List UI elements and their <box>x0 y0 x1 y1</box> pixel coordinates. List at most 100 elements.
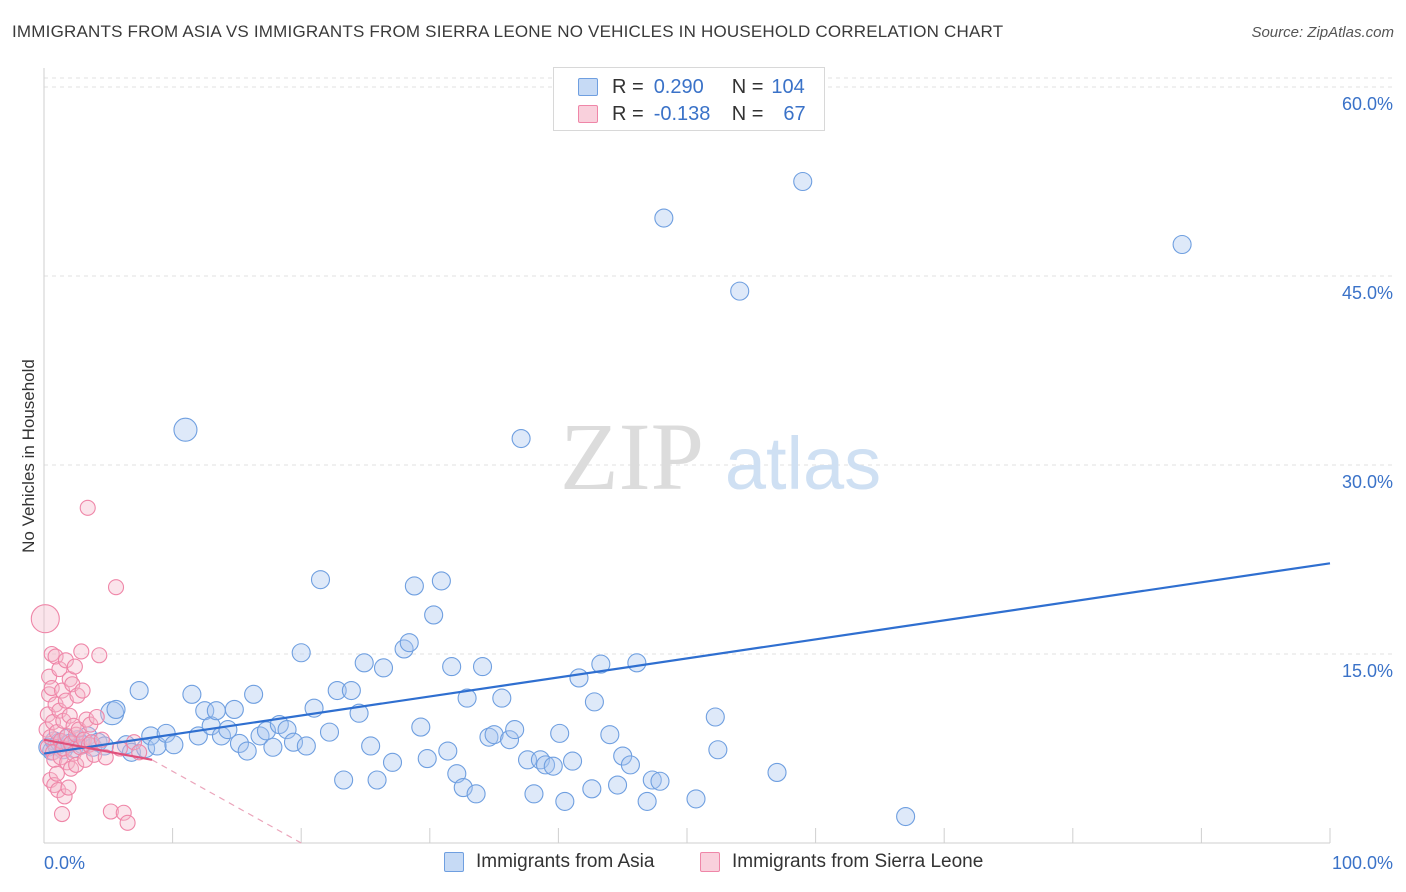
point-sierra-leone <box>77 751 94 768</box>
point-asia <box>600 725 620 745</box>
series-label-sierra-leone: Immigrants from Sierra Leone <box>732 851 984 872</box>
point-asia <box>341 680 361 701</box>
point-asia <box>182 684 202 704</box>
point-asia <box>349 703 369 723</box>
point-asia <box>382 752 403 772</box>
point-asia <box>505 720 525 740</box>
point-asia <box>373 658 394 678</box>
point-asia <box>327 680 347 701</box>
legend-swatch-asia <box>578 78 598 96</box>
point-asia <box>244 684 264 704</box>
trend-line-sierra-leone <box>43 738 153 761</box>
point-asia <box>492 688 512 708</box>
point-sierra-leone <box>43 679 60 697</box>
point-asia <box>310 570 331 590</box>
point-sierra-leone <box>52 749 69 766</box>
point-asia <box>582 779 602 799</box>
legend-n-value: 104 <box>771 75 805 98</box>
point-asia <box>472 657 493 677</box>
point-asia <box>543 756 563 776</box>
point-sierra-leone <box>55 712 72 729</box>
point-asia <box>411 717 431 737</box>
y-axis-label: No Vehicles in Household <box>19 359 38 553</box>
series-legend: Immigrants from Asia Immigrants from Sie… <box>0 851 1406 879</box>
point-asia <box>250 726 270 746</box>
point-asia <box>591 654 611 674</box>
point-asia <box>424 605 444 625</box>
point-asia <box>447 764 467 784</box>
legend-r-value: 0.290 <box>653 75 704 98</box>
point-sierra-leone <box>107 579 125 596</box>
y-tick-label: 15.0% <box>1342 661 1393 681</box>
point-sierra-leone <box>88 708 105 726</box>
point-sierra-leone <box>51 661 68 678</box>
source-label: Source: ZipAtlas.com <box>1251 24 1394 41</box>
series-swatch-asia <box>444 852 464 872</box>
correlation-legend: R = 0.290 N = 104 R = -0.138 N = 67 <box>553 67 825 131</box>
point-asia <box>277 720 297 740</box>
point-asia <box>637 791 657 811</box>
point-asia <box>705 707 725 727</box>
point-sierra-leone <box>56 788 73 805</box>
point-sierra-leone <box>97 749 114 766</box>
point-asia <box>479 727 499 747</box>
point-asia <box>106 699 126 719</box>
trend-line-sierra-leone-extension <box>151 759 302 844</box>
series-legend-asia: Immigrants from Asia <box>444 851 654 873</box>
point-asia <box>164 735 184 755</box>
point-sierra-leone <box>115 804 132 821</box>
point-asia <box>394 639 414 659</box>
legend-row-sierra-leone: R = -0.138 N = 67 <box>578 101 806 127</box>
point-asia <box>511 428 531 449</box>
point-sierra-leone <box>68 756 85 773</box>
point-sierra-leone <box>91 647 108 664</box>
series-label-asia: Immigrants from Asia <box>476 851 655 872</box>
trend-lines <box>43 562 1331 844</box>
legend-r-label: R = <box>612 102 644 125</box>
point-sierra-leone <box>53 805 71 823</box>
point-asia <box>334 770 354 790</box>
point-sierra-leone <box>74 682 91 699</box>
point-asia <box>173 417 198 442</box>
point-asia <box>654 208 674 228</box>
point-asia <box>296 736 316 756</box>
point-sierra-leone <box>60 779 77 796</box>
y-tick-label: 60.0% <box>1342 94 1393 114</box>
point-sierra-leone <box>30 604 60 634</box>
point-sierra-leone <box>61 707 78 724</box>
legend-row-asia: R = 0.290 N = 104 <box>578 74 805 100</box>
point-sierra-leone <box>66 658 83 675</box>
point-asia <box>686 789 706 809</box>
point-asia <box>367 770 387 790</box>
point-asia <box>399 633 419 653</box>
point-asia <box>793 171 813 192</box>
point-asia <box>642 770 662 790</box>
point-asia <box>354 653 374 673</box>
point-sierra-leone <box>102 803 119 820</box>
point-asia <box>608 775 628 795</box>
point-sierra-leone <box>73 643 90 660</box>
point-asia <box>708 740 728 760</box>
point-sierra-leone <box>48 765 65 782</box>
point-asia <box>555 791 575 811</box>
point-sierra-leone <box>79 499 96 516</box>
point-asia <box>457 688 477 708</box>
legend-r-label: R = <box>612 75 644 98</box>
point-asia <box>620 755 640 775</box>
watermark-zip: ZIP <box>560 403 704 510</box>
point-asia <box>319 722 340 742</box>
y-tick-label: 45.0% <box>1342 283 1393 303</box>
legend-n-value: 67 <box>783 102 806 125</box>
trend-line-asia <box>43 562 1331 755</box>
point-asia <box>499 730 520 750</box>
x-tick-label: 0.0% <box>44 853 85 873</box>
point-asia <box>442 657 462 677</box>
point-asia <box>438 741 458 761</box>
point-asia <box>229 733 250 754</box>
point-asia <box>569 668 589 688</box>
point-sierra-leone <box>50 782 67 799</box>
point-asia <box>584 692 604 712</box>
point-asia <box>650 771 670 791</box>
point-asia <box>431 571 451 591</box>
